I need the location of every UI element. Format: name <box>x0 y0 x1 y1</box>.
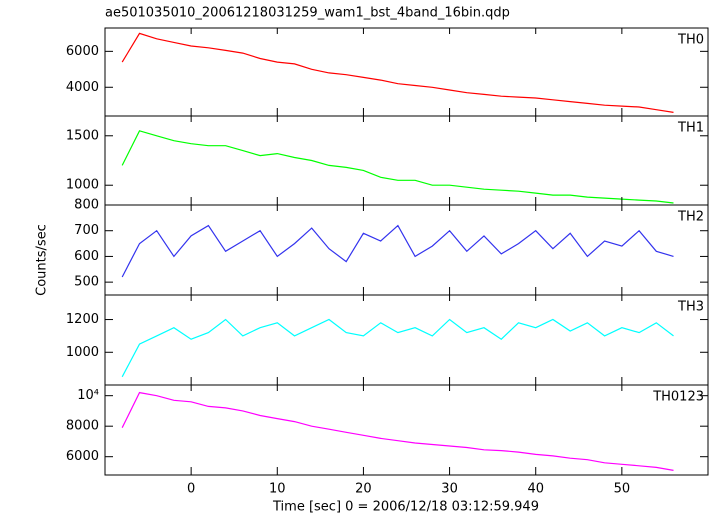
data-line <box>121 391 674 471</box>
y-tick-label: 1500 <box>66 128 99 143</box>
legend-label: TH2 <box>677 210 704 225</box>
panel-frame <box>104 294 709 386</box>
y-tick-label: 8000 <box>66 419 99 434</box>
panel-frame <box>104 204 709 296</box>
y-tick-label: 500 <box>74 275 99 290</box>
y-tick-label: 1000 <box>66 178 99 193</box>
y-tick-label: 6000 <box>66 44 99 59</box>
data-line <box>121 318 674 378</box>
x-tick-label: 50 <box>614 482 631 497</box>
panel-frame <box>104 115 709 206</box>
legend-label: TH0 <box>677 33 704 48</box>
y-tick-label: 1200 <box>66 312 99 327</box>
x-axis-label: Time [sec] 0 = 2006/12/18 03:12:59.949 <box>272 500 539 515</box>
data-line <box>121 224 674 278</box>
x-tick-label: 20 <box>355 482 372 497</box>
y-tick-label: 6000 <box>66 449 99 464</box>
y-tick-label: 600 <box>74 249 99 264</box>
y-axis-label: Counts/sec <box>35 224 50 296</box>
y-tick-label: 4000 <box>66 80 99 95</box>
panel-frame <box>104 27 709 117</box>
legend-label: TH1 <box>677 121 704 136</box>
chart-title: ae501035010_20061218031259_wam1_bst_4ban… <box>105 6 510 21</box>
panel-frame <box>104 384 709 476</box>
data-line <box>121 130 674 204</box>
x-tick-label: 40 <box>527 482 544 497</box>
x-tick-label: 10 <box>269 482 286 497</box>
y-tick-label: 800 <box>74 198 99 213</box>
x-tick-label: 30 <box>441 482 458 497</box>
legend-label: TH0123 <box>652 390 704 405</box>
y-tick-label: 1000 <box>66 345 99 360</box>
x-tick-label: 0 <box>187 482 195 497</box>
y-tick-label: 700 <box>74 223 99 238</box>
legend-label: TH3 <box>677 300 704 315</box>
data-line <box>121 32 674 113</box>
y-tick-label: 10⁴ <box>77 388 99 403</box>
